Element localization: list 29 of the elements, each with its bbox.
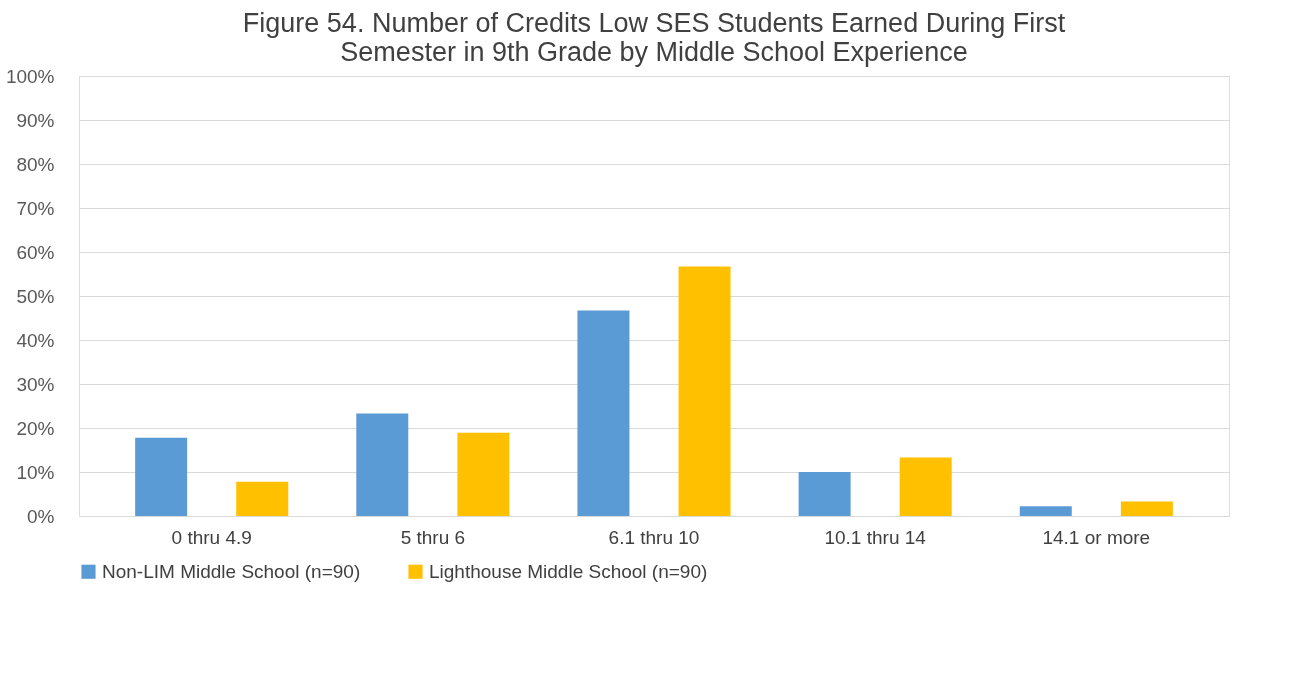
legend-label: Lighthouse Middle School (n=90) [429,560,708,582]
bar [457,432,510,516]
x-tick-label: 5 thru 6 [400,526,466,548]
y-tick-label: 40% [16,329,55,351]
y-tick-label: 0% [27,505,55,527]
y-tick-label: 20% [16,417,55,439]
y-tick-label: 100% [5,65,55,87]
x-tick-label: 14.1 or more [1042,526,1151,548]
y-tick-label: 50% [16,285,55,307]
bar [356,413,409,516]
y-tick-label: 10% [16,461,55,483]
bar [798,472,851,516]
bar [1120,501,1173,516]
y-tick-label: 60% [16,241,55,263]
y-tick-label: 80% [16,153,55,175]
bar [899,457,952,516]
y-tick-label: 70% [16,197,55,219]
bar [577,310,630,516]
x-tick-label: 10.1 thru 14 [824,526,927,548]
bar [1019,506,1072,516]
y-tick-label: 90% [16,109,55,131]
chart-title: Figure 54. Number of Credits Low SES Students Earned During First Semester in 9th Grade by Middle School Experience [242,8,1066,67]
bar [678,266,731,516]
x-tick-label: 6.1 thru 10 [608,526,700,548]
y-tick-label: 30% [16,373,55,395]
legend-label: Non-LIM Middle School (n=90) [102,560,361,582]
x-tick-label: 0 thru 4.9 [171,526,252,548]
bar [135,437,188,516]
bar [236,481,289,516]
